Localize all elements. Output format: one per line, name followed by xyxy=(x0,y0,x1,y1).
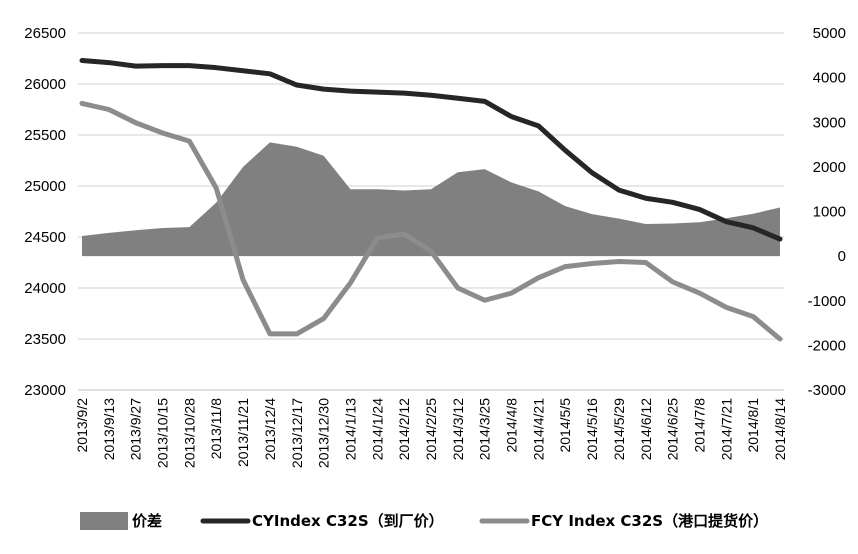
right-tick-label: -3000 xyxy=(808,382,846,399)
legend-label-spread: 价差 xyxy=(132,512,162,530)
left-tick-label: 25000 xyxy=(24,178,66,195)
line-series-1 xyxy=(79,100,783,342)
line-series-0 xyxy=(79,58,783,242)
line-series xyxy=(79,58,783,342)
left-tick-label: 24500 xyxy=(24,229,66,246)
right-tick-label: -2000 xyxy=(808,337,846,354)
x-tick-label: 2014/2/12 xyxy=(396,398,412,460)
x-tick-label: 2014/4/21 xyxy=(530,398,546,460)
x-tick-label: 2013/12/30 xyxy=(316,398,332,468)
right-tick-label: 3000 xyxy=(813,114,846,131)
x-tick-label: 2014/4/8 xyxy=(504,398,520,453)
area-spread xyxy=(82,142,780,257)
x-tick-label: 2014/8/1 xyxy=(745,398,761,453)
x-tick-label: 2013/9/13 xyxy=(101,398,117,460)
right-tick-label: -1000 xyxy=(808,293,846,310)
left-tick-label: 25500 xyxy=(24,127,66,144)
x-tick-label: 2014/7/8 xyxy=(691,398,707,453)
legend-label-cy: CYIndex C32S（到厂价） xyxy=(252,512,444,530)
x-tick-label: 2014/1/24 xyxy=(369,398,385,460)
x-tick-label: 2014/3/12 xyxy=(450,398,466,460)
right-tick-label: 2000 xyxy=(813,159,846,176)
left-tick-label: 26500 xyxy=(24,25,66,42)
x-tick-label: 2013/12/4 xyxy=(262,398,278,460)
x-tick-label: 2014/5/29 xyxy=(611,398,627,460)
x-tick-label: 2014/6/25 xyxy=(665,398,681,460)
x-tick-label: 2014/5/5 xyxy=(557,398,573,453)
x-tick-label: 2014/5/16 xyxy=(584,398,600,460)
left-tick-label: 26000 xyxy=(24,76,66,93)
right-tick-label: 0 xyxy=(838,248,846,265)
x-tick-label: 2014/8/14 xyxy=(772,398,788,460)
x-tick-label: 2013/10/28 xyxy=(181,398,197,468)
left-tick-label: 23500 xyxy=(24,331,66,348)
x-tick-label: 2013/10/15 xyxy=(155,398,171,468)
x-tick-label: 2014/3/25 xyxy=(477,398,493,460)
x-tick-label: 2013/11/8 xyxy=(208,398,224,459)
left-axis-ticks: 23000 23500 24000 24500 25000 25500 26000 26500 xyxy=(24,25,66,399)
x-tick-label: 2013/9/2 xyxy=(74,398,90,453)
legend-label-fcy: FCY Index C32S（港口提货价） xyxy=(531,512,768,530)
legend: 价差 CYIndex C32S（到厂价） FCY Index C32S（港口提货价） xyxy=(80,512,768,530)
left-tick-label: 24000 xyxy=(24,280,66,297)
x-tick-label: 2013/12/17 xyxy=(289,398,305,468)
x-tick-label: 2014/7/21 xyxy=(718,398,734,460)
x-tick-label: 2013/11/21 xyxy=(235,398,251,467)
x-tick-label: 2013/9/27 xyxy=(128,398,144,460)
x-tick-label: 2014/1/13 xyxy=(342,398,358,460)
right-tick-label: 1000 xyxy=(813,204,846,221)
right-tick-label: 5000 xyxy=(813,25,846,42)
spread-area-series xyxy=(82,142,780,257)
x-tick-label: 2014/2/25 xyxy=(423,398,439,460)
right-tick-label: 4000 xyxy=(813,70,846,87)
x-tick-label: 2014/6/12 xyxy=(638,398,654,460)
legend-swatch-spread xyxy=(80,512,128,530)
right-axis-ticks: -3000 -2000 -1000 0 1000 2000 3000 4000 5000 xyxy=(808,25,846,399)
left-tick-label: 23000 xyxy=(24,382,66,399)
x-axis-ticks: 2013/9/2 2013/9/13 2013/9/27 2013/10/15 2013… xyxy=(74,398,788,468)
